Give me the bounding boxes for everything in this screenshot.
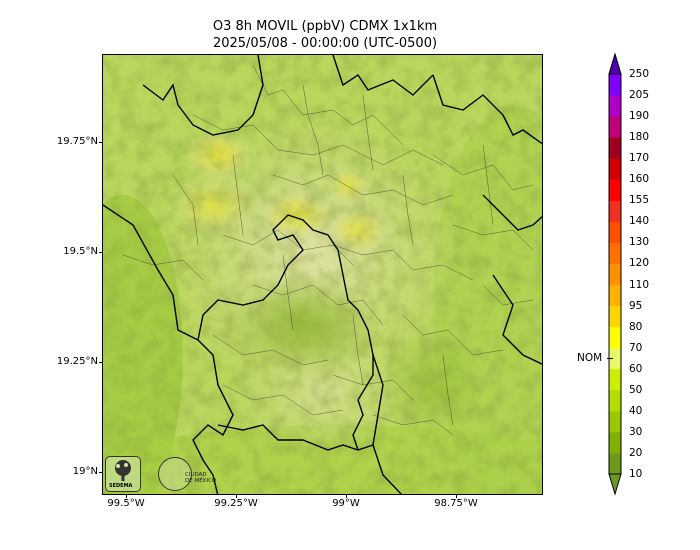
x-tick-mark (236, 495, 237, 498)
cdmx-logo-text: CIUDAD DE MÉXICO (185, 472, 216, 484)
tree-icon (115, 460, 131, 481)
sedema-logo-text: SEDEMA (109, 483, 133, 489)
colorbar-tick-label: 70 (629, 341, 643, 354)
colorbar-segment (609, 221, 621, 243)
y-tick-label: 19.75°N (56, 136, 98, 147)
colorbar-tick-label: 120 (629, 257, 650, 270)
colorbar-segment (609, 158, 621, 180)
colorbar-tick-label: 95 (629, 299, 643, 312)
colorbar-segment (609, 368, 621, 391)
y-tick-label: 19°N (72, 466, 98, 477)
colorbar-outline (608, 73, 622, 475)
colorbar-segment (609, 116, 621, 138)
colorbar-tick-label: 10 (629, 468, 643, 480)
colorbar-tick-label: 40 (629, 404, 643, 417)
terrain-shading (103, 55, 542, 494)
x-tick-mark (456, 495, 457, 498)
ozone-map (102, 54, 543, 495)
state-boundaries (103, 55, 542, 494)
x-tick-label: 99.5°W (107, 498, 145, 509)
colorbar-segment (609, 137, 621, 159)
colorbar-min-extension (608, 473, 622, 496)
colorbar-segment (609, 410, 621, 433)
colorbar-tick-label: 190 (629, 110, 650, 123)
colorbar (608, 52, 622, 496)
cdmx-logo-line2: DE MÉXICO (185, 478, 217, 484)
colorbar-tick-label: 50 (629, 383, 643, 396)
cdmx-seal-icon (158, 457, 192, 491)
colorbar-tick-label: 170 (629, 152, 650, 165)
colorbar-segment (609, 389, 621, 412)
colorbar-segment (609, 200, 621, 222)
colorbar-tick-label: 205 (629, 89, 650, 102)
x-tick-mark (346, 495, 347, 498)
colorbar-max-extension (608, 52, 622, 75)
colorbar-segment (609, 74, 621, 96)
nom-tick (607, 358, 613, 359)
nom-label: NOM (577, 352, 603, 364)
cdmx-logo-line1: CIUDAD (185, 472, 207, 478)
x-tick-label: 99°W (332, 498, 360, 509)
ozone-map-svg (103, 55, 542, 494)
y-tick-label: 19.25°N (56, 356, 98, 367)
y-tick-mark (99, 252, 102, 253)
colorbar-segment (609, 305, 621, 328)
y-tick-mark (99, 472, 102, 473)
y-tick-mark (99, 142, 102, 143)
colorbar-tick-label: 140 (629, 215, 650, 228)
x-tick-label: 99.25°W (214, 498, 258, 509)
colorbar-segment (609, 431, 621, 454)
colorbar-segment (609, 326, 621, 349)
colorbar-tick-label: 20 (629, 446, 643, 459)
sedema-logo: SEDEMA (105, 456, 141, 492)
colorbar-segment (609, 452, 621, 475)
colorbar-tick-label: 30 (629, 425, 643, 438)
colorbar-tick-label: 250 (629, 68, 650, 80)
colorbar-segment (609, 242, 621, 264)
colorbar-tick-label: 80 (629, 320, 643, 333)
colorbar-segment (609, 284, 621, 307)
municipal-boundaries (122, 64, 534, 436)
colorbar-tick-label: 60 (629, 362, 643, 375)
colorbar-tick-label: 180 (629, 131, 650, 144)
map-title: O3 8h MOVIL (ppbV) CDMX 1x1km (212, 19, 438, 34)
colorbar-segment (609, 95, 621, 117)
map-subtitle-timestamp: 2025/05/08 - 00:00:00 (UTC-0500) (212, 36, 438, 51)
colorbar-segment (609, 263, 621, 286)
colorbar-tick-label: 160 (629, 173, 650, 186)
x-tick-label: 98.75°W (434, 498, 478, 509)
colorbar-tick-label: 155 (629, 194, 650, 207)
x-tick-mark (126, 495, 127, 498)
y-tick-mark (99, 362, 102, 363)
y-tick-label: 19.5°N (63, 246, 98, 257)
colorbar-segment (609, 347, 621, 370)
colorbar-tick-label: 130 (629, 236, 650, 249)
colorbar-tick-label: 110 (629, 278, 650, 291)
colorbar-segment (609, 179, 621, 201)
